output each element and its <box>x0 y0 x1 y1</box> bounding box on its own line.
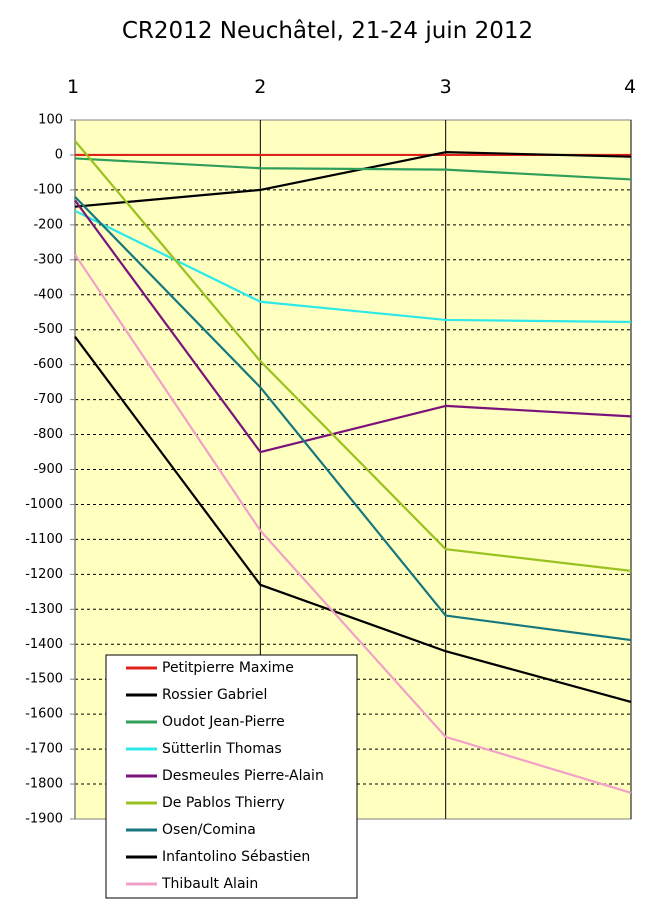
legend-label: De Pablos Thierry <box>162 795 285 811</box>
x-tick-label: 2 <box>254 76 266 98</box>
x-axis: 1 2 3 4 <box>67 76 636 98</box>
y-tick-label: -1300 <box>25 602 63 617</box>
series-line-9 <box>74 253 632 794</box>
y-tick-label: -1000 <box>25 497 63 512</box>
y-tick-label: 0 <box>55 147 63 162</box>
series-line-3 <box>74 157 632 181</box>
series-line-4 <box>74 209 632 324</box>
y-tick-label: -800 <box>33 427 63 442</box>
y-tick-label: -1400 <box>25 637 63 652</box>
series-line-8 <box>74 336 632 703</box>
chart-title: CR2012 Neuchâtel, 21-24 juin 2012 <box>121 18 534 44</box>
y-tick-label: -1100 <box>25 532 63 547</box>
y-tick-label: -1900 <box>25 812 63 827</box>
y-tick-label: -400 <box>33 287 63 302</box>
y-tick-label: -200 <box>33 217 63 232</box>
legend-label: Infantolino Sébastien <box>162 849 310 865</box>
legend-label: Petitpierre Maxime <box>162 660 294 676</box>
legend-label: Rossier Gabriel <box>162 687 267 703</box>
x-tick-label: 1 <box>67 76 79 98</box>
y-tick-label: -1600 <box>25 707 63 722</box>
y-tick-label: -600 <box>33 357 63 372</box>
legend: Petitpierre Maxime Rossier Gabriel Oudot J… <box>105 654 358 899</box>
legend-label: Sütterlin Thomas <box>162 741 282 757</box>
y-tick-label: -1200 <box>25 567 63 582</box>
series-line-2 <box>74 151 632 208</box>
x-tick-label: 4 <box>624 76 636 98</box>
series-line-5 <box>74 199 632 454</box>
y-tick-label: -700 <box>33 392 63 407</box>
y-tick-label: -1500 <box>25 672 63 687</box>
series-line-6 <box>74 140 632 572</box>
legend-label: Thibault Alain <box>161 876 258 892</box>
y-tick-label: -1700 <box>25 742 63 757</box>
y-tick-label: 100 <box>38 113 63 128</box>
y-tick-label: -500 <box>33 322 63 337</box>
y-tick-label: -900 <box>33 462 63 477</box>
x-tick-label: 3 <box>440 76 452 98</box>
series-line-7 <box>74 196 632 642</box>
legend-label: Desmeules Pierre-Alain <box>162 768 324 784</box>
y-tick-label: -100 <box>33 182 63 197</box>
y-tick-label: -1800 <box>25 777 63 792</box>
legend-label: Osen/Comina <box>162 822 256 838</box>
legend-label: Oudot Jean-Pierre <box>162 714 285 730</box>
series-layer <box>74 140 632 794</box>
y-tick-label: -300 <box>33 252 63 267</box>
y-axis: 100 0 -100 -200 -300 -400 -500 -600 -700 -800 -900… <box>25 113 75 827</box>
